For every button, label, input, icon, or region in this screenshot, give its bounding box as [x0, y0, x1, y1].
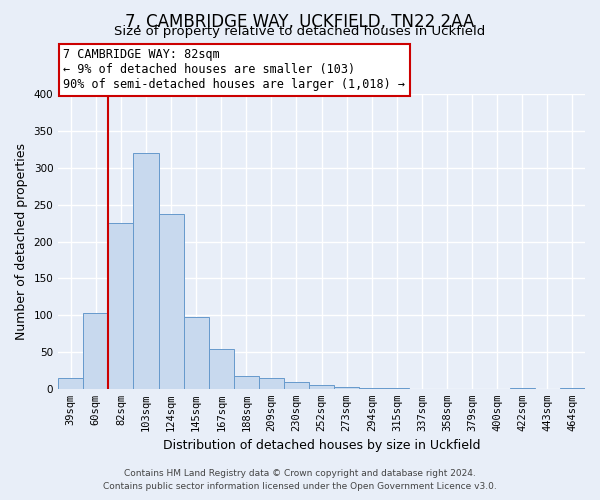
Bar	[83, 313, 109, 389]
X-axis label: Distribution of detached houses by size in Uckfield: Distribution of detached houses by size …	[163, 440, 481, 452]
Y-axis label: Number of detached properties: Number of detached properties	[15, 143, 28, 340]
Text: Size of property relative to detached houses in Uckfield: Size of property relative to detached ho…	[115, 25, 485, 38]
Bar	[209, 349, 234, 389]
Text: 7, CAMBRIDGE WAY, UCKFIELD, TN22 2AA: 7, CAMBRIDGE WAY, UCKFIELD, TN22 2AA	[125, 13, 475, 31]
Bar	[560, 388, 585, 389]
Bar	[259, 378, 284, 389]
Bar	[359, 388, 385, 389]
Bar	[510, 388, 535, 389]
Bar	[58, 378, 83, 389]
Bar	[158, 214, 184, 389]
Bar	[334, 386, 359, 389]
Bar	[234, 376, 259, 389]
Bar	[109, 223, 133, 389]
Bar	[385, 388, 409, 389]
Text: 7 CAMBRIDGE WAY: 82sqm
← 9% of detached houses are smaller (103)
90% of semi-det: 7 CAMBRIDGE WAY: 82sqm ← 9% of detached …	[64, 48, 406, 92]
Text: Contains HM Land Registry data © Crown copyright and database right 2024.
Contai: Contains HM Land Registry data © Crown c…	[103, 469, 497, 491]
Bar	[284, 382, 309, 389]
Bar	[184, 318, 209, 389]
Bar	[309, 385, 334, 389]
Bar	[133, 153, 158, 389]
